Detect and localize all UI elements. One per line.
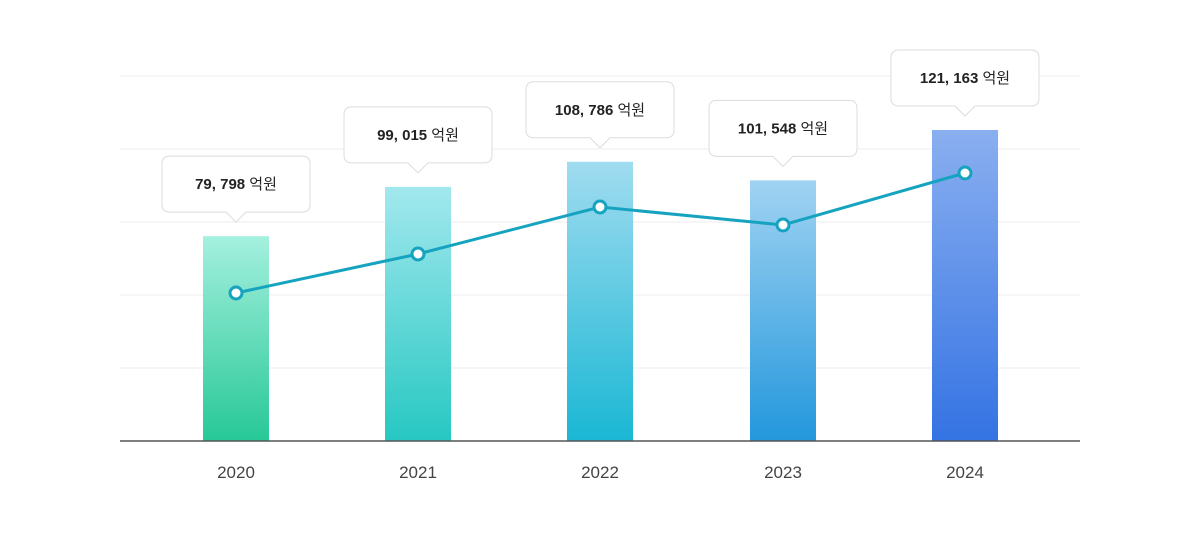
callout-bubble <box>890 49 1040 117</box>
line-point-2023 <box>775 217 791 233</box>
value-callout-2024: 121, 163 억원 <box>890 49 1040 117</box>
x-tick-label-2020: 2020 <box>217 463 255 482</box>
x-axis-ticks: 2020 2021 2022 2023 2024 <box>217 463 984 482</box>
data-label-2020: 79, 798 억원 <box>195 176 277 193</box>
callout-bubble <box>708 99 858 168</box>
line-point-2020 <box>228 285 244 301</box>
bars <box>203 130 998 441</box>
callout-bubble <box>161 155 311 223</box>
line-point-2024 <box>957 165 973 181</box>
callout-bubble <box>343 106 493 174</box>
value-callout-2022: 108, 786 억원 <box>525 81 675 149</box>
data-label-2022: 108, 786 억원 <box>555 102 645 119</box>
x-tick-label-2021: 2021 <box>399 463 437 482</box>
callout-bubble <box>525 81 675 149</box>
value-callouts: 79, 798 억원 99, 015 억원 108, 786 억원 101, 548 … <box>161 49 1040 223</box>
line-point-2021 <box>410 246 426 262</box>
bar-2020 <box>203 236 269 441</box>
data-label-2023: 101, 548 억원 <box>738 120 828 137</box>
trend-line <box>228 165 973 301</box>
value-callout-2021: 99, 015 억원 <box>343 106 493 174</box>
line-point-2022 <box>592 199 608 215</box>
data-label-2021: 99, 015 억원 <box>377 127 459 144</box>
value-callout-2023: 101, 548 억원 <box>708 99 858 168</box>
data-label-2024: 121, 163 억원 <box>920 70 1010 87</box>
x-tick-label-2023: 2023 <box>764 463 802 482</box>
bar-2021 <box>385 186 451 441</box>
x-tick-label-2022: 2022 <box>581 463 619 482</box>
bar-2024 <box>932 130 998 441</box>
x-tick-label-2024: 2024 <box>946 463 984 482</box>
value-callout-2020: 79, 798 억원 <box>161 155 311 223</box>
